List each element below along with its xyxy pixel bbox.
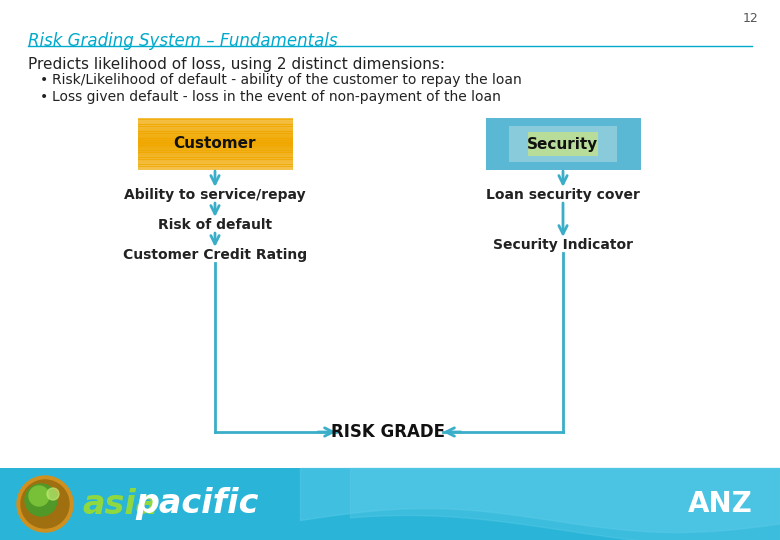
- Text: 12: 12: [743, 12, 758, 25]
- FancyBboxPatch shape: [137, 168, 292, 170]
- FancyBboxPatch shape: [137, 161, 292, 163]
- Text: Predicts likelihood of loss, using 2 distinct dimensions:: Predicts likelihood of loss, using 2 dis…: [28, 57, 445, 72]
- Text: Risk of default: Risk of default: [158, 218, 272, 232]
- FancyBboxPatch shape: [137, 131, 292, 133]
- FancyBboxPatch shape: [137, 135, 292, 137]
- Text: Security Indicator: Security Indicator: [493, 238, 633, 252]
- Circle shape: [47, 488, 59, 500]
- Circle shape: [21, 480, 69, 528]
- FancyBboxPatch shape: [528, 132, 598, 156]
- FancyBboxPatch shape: [137, 138, 292, 140]
- Circle shape: [29, 486, 49, 506]
- FancyBboxPatch shape: [137, 154, 292, 156]
- FancyBboxPatch shape: [137, 164, 292, 166]
- FancyBboxPatch shape: [137, 133, 292, 136]
- FancyBboxPatch shape: [137, 128, 292, 130]
- FancyBboxPatch shape: [137, 126, 292, 129]
- FancyBboxPatch shape: [137, 137, 292, 139]
- FancyBboxPatch shape: [137, 130, 292, 132]
- FancyBboxPatch shape: [137, 140, 292, 142]
- FancyBboxPatch shape: [137, 142, 292, 144]
- FancyBboxPatch shape: [137, 152, 292, 154]
- Bar: [0, 468, 780, 540]
- Text: pacific: pacific: [135, 488, 258, 521]
- FancyBboxPatch shape: [137, 166, 292, 168]
- Text: Ability to service/repay: Ability to service/repay: [124, 188, 306, 202]
- FancyBboxPatch shape: [509, 126, 617, 162]
- FancyBboxPatch shape: [137, 163, 292, 165]
- Text: RISK GRADE: RISK GRADE: [331, 423, 445, 441]
- FancyBboxPatch shape: [137, 147, 292, 149]
- Text: Loss given default - loss in the event of non-payment of the loan: Loss given default - loss in the event o…: [52, 90, 501, 104]
- Text: •: •: [40, 73, 48, 87]
- FancyBboxPatch shape: [137, 124, 292, 127]
- FancyBboxPatch shape: [137, 118, 292, 120]
- Text: Risk Grading System – Fundamentals: Risk Grading System – Fundamentals: [28, 32, 338, 50]
- Text: Customer Credit Rating: Customer Credit Rating: [123, 248, 307, 262]
- Circle shape: [17, 476, 73, 532]
- FancyBboxPatch shape: [137, 157, 292, 160]
- FancyBboxPatch shape: [485, 118, 640, 170]
- FancyBboxPatch shape: [137, 151, 292, 153]
- Text: asia: asia: [82, 488, 158, 521]
- FancyBboxPatch shape: [137, 148, 292, 151]
- Text: Customer: Customer: [174, 137, 257, 152]
- FancyBboxPatch shape: [137, 156, 292, 158]
- FancyBboxPatch shape: [137, 119, 292, 122]
- Text: Security: Security: [527, 137, 598, 152]
- FancyBboxPatch shape: [485, 118, 640, 170]
- Text: Risk/Likelihood of default - ability of the customer to repay the loan: Risk/Likelihood of default - ability of …: [52, 73, 522, 87]
- FancyBboxPatch shape: [137, 145, 292, 147]
- Text: Loan security cover: Loan security cover: [486, 188, 640, 202]
- FancyBboxPatch shape: [137, 123, 292, 125]
- FancyBboxPatch shape: [137, 144, 292, 146]
- Circle shape: [25, 484, 57, 516]
- Text: •: •: [40, 90, 48, 104]
- FancyBboxPatch shape: [137, 121, 292, 123]
- Text: ANZ: ANZ: [688, 490, 753, 518]
- FancyBboxPatch shape: [137, 159, 292, 161]
